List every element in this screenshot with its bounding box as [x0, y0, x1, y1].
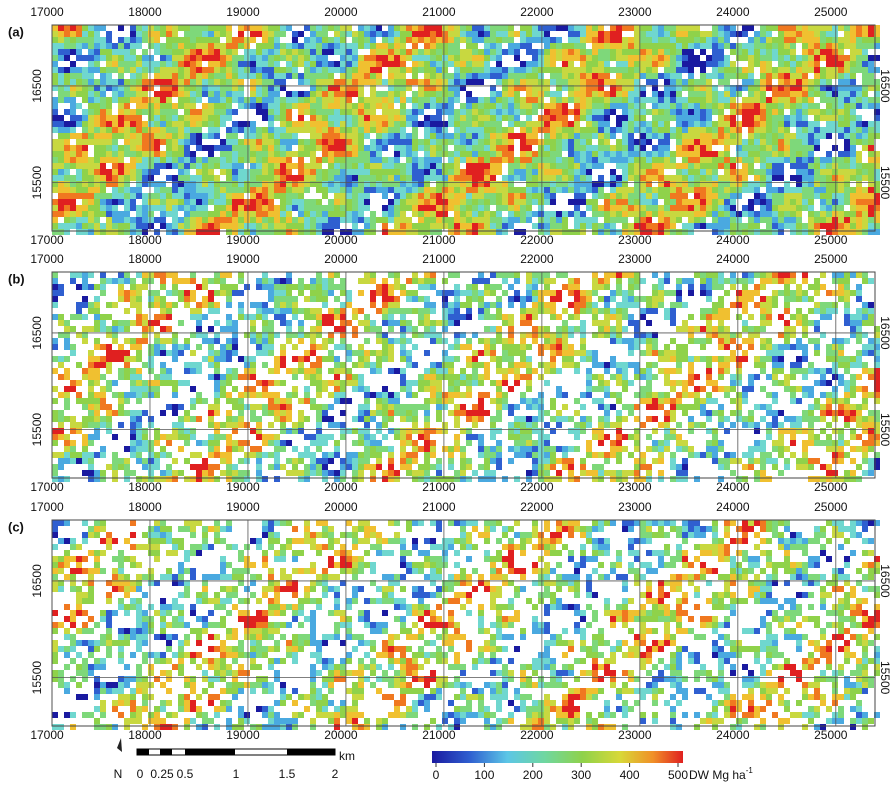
- x-tick-label: 25000: [814, 252, 848, 266]
- x-tick-label: 25000: [814, 728, 848, 742]
- x-tick-label: 24000: [716, 728, 750, 742]
- x-tick-label: 17000: [30, 480, 64, 494]
- scale-bar-segment: [287, 749, 335, 755]
- x-tick-label: 17000: [30, 500, 64, 514]
- x-tick-label: 23000: [618, 252, 652, 266]
- x-tick-label: 25000: [814, 480, 848, 494]
- x-tick-label: 19000: [226, 233, 260, 247]
- unit-text: DW Mg ha: [689, 768, 746, 782]
- x-tick-label: 24000: [716, 500, 750, 514]
- map-panel: (a) 17000 17000 18000 18000 19000 19000 20000 20…: [8, 5, 892, 247]
- scale-bar-label: 0.25: [150, 767, 174, 781]
- y-tick-label: 15500: [878, 413, 892, 447]
- x-tick-label: 20000: [324, 5, 358, 19]
- x-tick-label: 25000: [814, 233, 848, 247]
- x-tick-label: 18000: [128, 5, 162, 19]
- x-tick-label: 18000: [128, 480, 162, 494]
- colorbar-tick-label: 300: [571, 768, 591, 782]
- y-tick-label: 15500: [878, 166, 892, 200]
- y-tick-label: 16500: [30, 69, 44, 103]
- x-tick-label: 24000: [716, 5, 750, 19]
- x-tick-label: 23000: [618, 233, 652, 247]
- x-tick-label: 24000: [716, 233, 750, 247]
- x-tick-label: 19000: [226, 728, 260, 742]
- unit-exponent: -1: [746, 766, 754, 775]
- scale-bar-label: 1: [233, 767, 240, 781]
- x-tick-label: 20000: [324, 233, 358, 247]
- y-tick-label: 15500: [30, 413, 44, 447]
- y-tick-label: 16500: [30, 316, 44, 350]
- scale-bar-segment: [160, 749, 172, 755]
- scale-bar-unit: km: [339, 749, 355, 763]
- colorbar-tick-label: 0: [433, 768, 440, 782]
- scale-bar-label: 0.5: [177, 767, 194, 781]
- x-tick-label: 21000: [422, 5, 456, 19]
- map-panel: (b) 17000 17000 18000 18000 19000 19000 20000 20…: [8, 252, 892, 494]
- x-tick-label: 18000: [128, 233, 162, 247]
- x-tick-label: 21000: [422, 480, 456, 494]
- panel-label: (b): [8, 271, 25, 286]
- y-tick-label: 16500: [878, 316, 892, 350]
- x-tick-label: 18000: [128, 728, 162, 742]
- colorbar-tick-label: 500: [668, 768, 688, 782]
- panel-label: (c): [8, 519, 24, 534]
- x-tick-label: 22000: [520, 5, 554, 19]
- x-tick-label: 17000: [30, 5, 64, 19]
- x-tick-label: 21000: [422, 252, 456, 266]
- scale-bar-label: 1.5: [279, 767, 296, 781]
- x-tick-label: 24000: [716, 252, 750, 266]
- x-tick-label: 17000: [30, 233, 64, 247]
- x-tick-label: 20000: [324, 500, 358, 514]
- x-tick-label: 18000: [128, 252, 162, 266]
- page: {"panels": [ {"label": "(a)", "density":…: [0, 0, 894, 788]
- map-panel: (c) 17000 17000 18000 18000 19000 19000 20000 20…: [8, 500, 892, 742]
- y-tick-label: 15500: [878, 661, 892, 695]
- x-tick-label: 20000: [324, 728, 358, 742]
- y-tick-label: 16500: [878, 564, 892, 598]
- colorbar-tick-label: 200: [523, 768, 543, 782]
- x-tick-label: 21000: [422, 500, 456, 514]
- colorbar: [432, 751, 683, 763]
- x-tick-label: 19000: [226, 5, 260, 19]
- x-tick-label: 22000: [520, 480, 554, 494]
- x-tick-label: 21000: [422, 233, 456, 247]
- x-tick-label: 25000: [814, 5, 848, 19]
- scale-bar-label: 0: [137, 767, 144, 781]
- y-tick-label: 15500: [30, 661, 44, 695]
- x-tick-label: 23000: [618, 500, 652, 514]
- x-tick-label: 25000: [814, 500, 848, 514]
- x-tick-label: 21000: [422, 728, 456, 742]
- x-tick-label: 23000: [618, 728, 652, 742]
- x-tick-label: 19000: [226, 252, 260, 266]
- north-arrow: [117, 738, 122, 752]
- scale-bar-label: 2: [332, 767, 339, 781]
- x-tick-label: 24000: [716, 480, 750, 494]
- figure: (a)1700017000180001800019000190002000020…: [0, 0, 894, 788]
- x-tick-label: 22000: [520, 728, 554, 742]
- x-tick-label: 20000: [324, 252, 358, 266]
- x-tick-label: 22000: [520, 233, 554, 247]
- x-tick-label: 18000: [128, 500, 162, 514]
- colorbar-tick-label: 100: [474, 768, 494, 782]
- x-tick-label: 19000: [226, 480, 260, 494]
- colorbar-tick-label: 400: [620, 768, 640, 782]
- colorbar-unit: DW Mg ha-1: [689, 766, 753, 782]
- x-tick-label: 22000: [520, 500, 554, 514]
- x-tick-label: 17000: [30, 252, 64, 266]
- north-label: N: [114, 767, 123, 781]
- x-tick-label: 23000: [618, 480, 652, 494]
- panel-label: (a): [8, 24, 24, 39]
- x-tick-label: 20000: [324, 480, 358, 494]
- x-tick-label: 19000: [226, 500, 260, 514]
- scale-bar-segment: [185, 749, 235, 755]
- y-tick-label: 16500: [30, 564, 44, 598]
- y-tick-label: 16500: [878, 69, 892, 103]
- y-tick-label: 15500: [30, 166, 44, 200]
- x-tick-label: 22000: [520, 252, 554, 266]
- scale-bar-segment: [137, 749, 149, 755]
- x-tick-label: 23000: [618, 5, 652, 19]
- x-tick-label: 17000: [30, 728, 64, 742]
